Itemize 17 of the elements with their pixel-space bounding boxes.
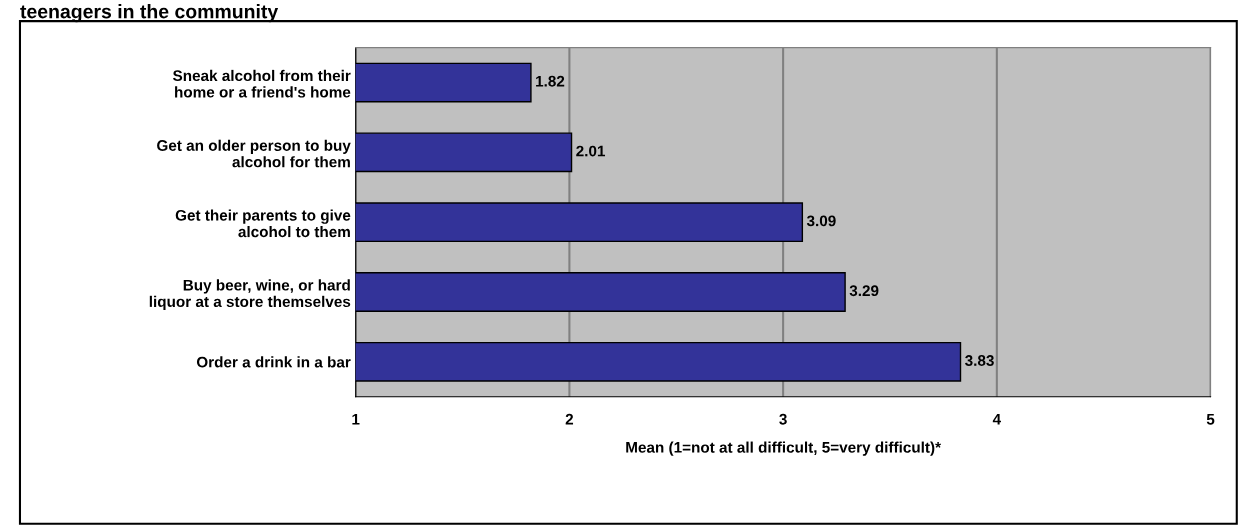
y-tick-label: Order a drink in a bar (196, 356, 351, 368)
y-tick-label: Buy beer, wine, or hard liquor at a store themselves (149, 279, 351, 311)
data-label: 2.01 (576, 145, 606, 157)
y-tick-label: Sneak alcohol from their home or a friend's home (172, 69, 351, 98)
text: teenagers in the community (20, 4, 279, 23)
x-tick-label: 1 (352, 413, 360, 425)
data-label: 1.82 (536, 75, 565, 87)
x-axis-title: Mean (1=not at all difficult, 5=very difficult)* (626, 441, 942, 456)
x-tick-label: 3 (779, 413, 787, 425)
x-tick-label: 5 (1206, 413, 1215, 425)
y-tick-label: Get an older person to buy alcohol for them (157, 139, 351, 168)
x-tick-label: 2 (565, 413, 574, 425)
data-label: 3.29 (849, 285, 879, 297)
y-tick-label: Get their parents to give alcohol to them (175, 209, 351, 238)
x-tick-label: 4 (992, 413, 1002, 425)
data-label: 3.83 (965, 355, 994, 366)
data-label: 3.09 (806, 215, 836, 227)
